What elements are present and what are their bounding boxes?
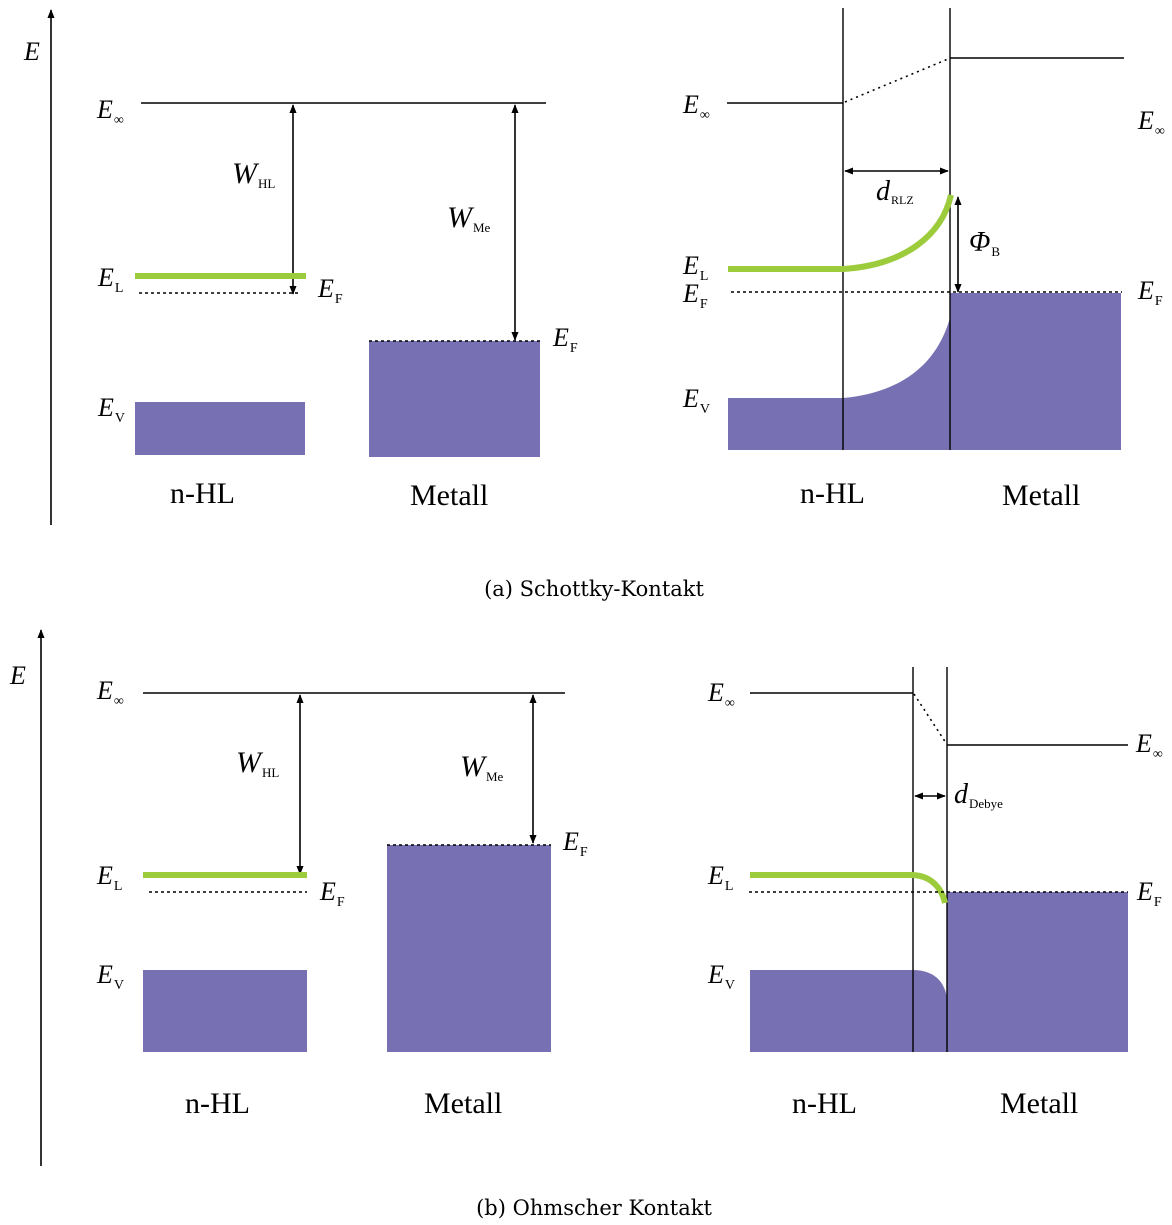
w-me-label: WMe: [447, 201, 491, 235]
caption-a: (a) Schottky-Kontakt: [484, 577, 704, 601]
metal-band-b: [387, 845, 551, 1052]
e-l-label-contact-b: EL: [707, 861, 733, 894]
e-l-label: EL: [97, 263, 123, 296]
metal-band-contact-b: [947, 892, 1128, 1052]
e-inf-label-left: E∞: [682, 90, 710, 123]
d-debye-label: dDebye: [954, 779, 1003, 811]
panel-b-ohmic: E E∞ WHL WMe EL EF EV EF n-HL Metall: [9, 629, 1163, 1220]
metal-band-contact: [950, 293, 1121, 450]
e-inf-label: E∞: [96, 95, 124, 128]
valence-band-bent: [728, 318, 950, 450]
metal-band: [369, 341, 540, 457]
e-f-label-semiconductor: EF: [317, 274, 343, 307]
w-hl-label-b: WHL: [236, 746, 279, 780]
e-v-label-contact: EV: [682, 384, 710, 417]
caption-b: (b) Ohmscher Kontakt: [476, 1196, 712, 1220]
schottky-in-contact: dRLZ ΦB E∞ E∞ EL EF EF EV n-HL Metall: [682, 8, 1165, 512]
ohmic-before-contact: E∞ WHL WMe EL EF EV EF n-HL Metall: [96, 676, 588, 1120]
d-rlz-label: dRLZ: [876, 176, 914, 207]
w-me-label-b: WMe: [460, 750, 504, 784]
e-v-label: EV: [97, 393, 125, 426]
e-l-label-contact: EL: [682, 251, 708, 284]
conduction-band-bent-b: [750, 872, 948, 904]
metall-label-contact: Metall: [1002, 479, 1080, 512]
metall-label: Metall: [410, 479, 488, 512]
conduction-band-bent: [728, 194, 954, 272]
metall-label-b: Metall: [424, 1087, 502, 1120]
e-f-label-contact-left: EF: [682, 279, 708, 312]
e-f-label-contact-right: EF: [1137, 276, 1163, 309]
energy-axis-label-a: E: [23, 37, 40, 66]
n-hl-label-contact: n-HL: [800, 477, 865, 510]
n-hl-label-contact-b: n-HL: [792, 1087, 857, 1120]
vacuum-level-transition-b: [913, 693, 947, 744]
n-hl-label-b: n-HL: [185, 1087, 250, 1120]
e-v-label-b: EV: [96, 960, 124, 993]
e-inf-label-right-b: E∞: [1135, 729, 1163, 762]
n-hl-label: n-HL: [170, 477, 235, 510]
e-f-label-metal: EF: [552, 323, 578, 356]
valence-band-bent-b: [750, 970, 947, 1052]
valence-band-semiconductor-b: [143, 970, 307, 1052]
valence-band-semiconductor: [135, 402, 305, 455]
w-hl-label: WHL: [232, 157, 275, 191]
e-inf-label-left-b: E∞: [707, 678, 735, 711]
vacuum-level-transition: [844, 58, 949, 103]
ohmic-in-contact: dDebye E∞ E∞ EL EF EV n-HL Metall: [707, 667, 1163, 1120]
schottky-before-contact: E∞ WHL WMe EL EF EV EF n-HL Metall: [96, 95, 578, 512]
metall-label-contact-b: Metall: [1000, 1087, 1078, 1120]
e-f-label-metal-b: EF: [562, 827, 588, 860]
e-f-label-semiconductor-b: EF: [319, 877, 345, 910]
panel-a-schottky: E E∞ WHL WMe EL EF EV EF n-HL Metall: [23, 8, 1165, 601]
e-inf-label-b: E∞: [96, 676, 124, 709]
e-inf-label-right: E∞: [1137, 106, 1165, 139]
e-f-label-contact-right-b: EF: [1136, 877, 1162, 910]
energy-axis-label-b: E: [9, 661, 26, 690]
phi-b-label: ΦB: [969, 227, 1000, 259]
e-l-label-b: EL: [96, 861, 122, 894]
e-v-label-contact-b: EV: [707, 960, 735, 993]
